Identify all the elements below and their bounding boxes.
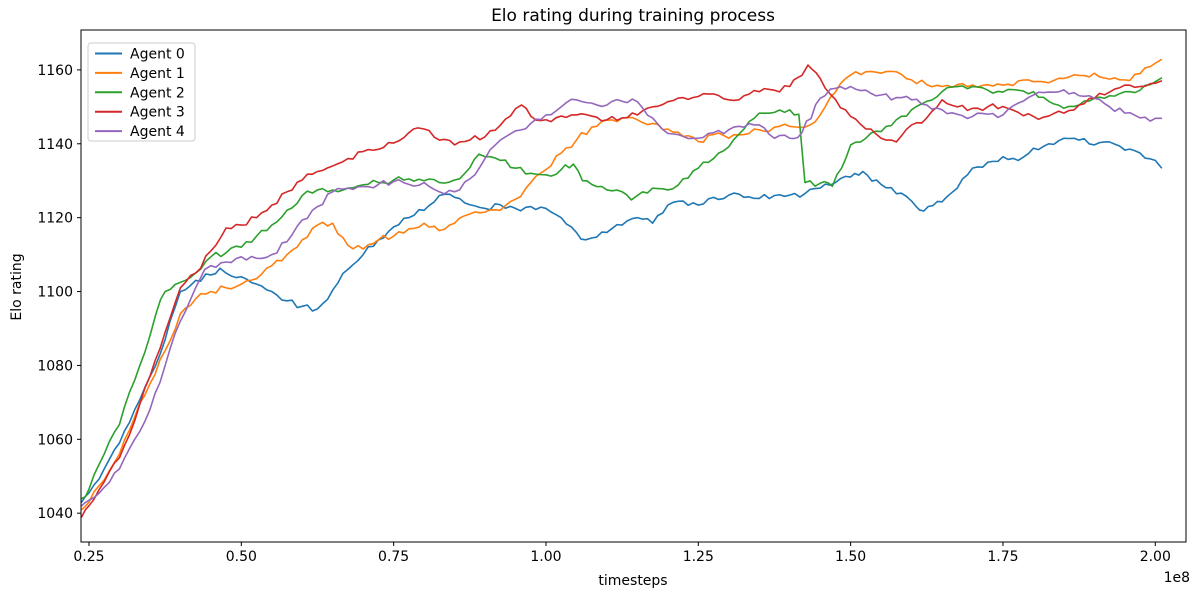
line-agent-3 [80, 64, 1163, 518]
y-tick-label: 1080 [37, 358, 73, 374]
legend-entry-agent-2: Agent 2 [95, 85, 185, 101]
x-tick-label: 1.50 [835, 549, 866, 565]
line-agent-4 [80, 85, 1163, 507]
x-tick-label: 0.50 [226, 549, 257, 565]
axes-spines [80, 29, 1187, 543]
y-tick-label: 1140 [37, 137, 73, 153]
series-lines [80, 58, 1163, 518]
line-agent-1 [80, 58, 1163, 511]
x-tick-label: 1.00 [530, 549, 561, 565]
legend-label: Agent 0 [130, 47, 185, 63]
line-agent-0 [80, 137, 1163, 503]
legend-frame [87, 42, 196, 142]
y-tick-label: 1120 [37, 211, 73, 227]
legend-entry-agent-3: Agent 3 [95, 105, 185, 121]
y-tick-label: 1040 [37, 506, 73, 522]
line-agent-2 [80, 77, 1163, 500]
x-axis-offset-label: 1e8 [1164, 570, 1190, 586]
y-tick-label: 1160 [37, 63, 73, 79]
legend-entry-agent-4: Agent 4 [95, 124, 185, 140]
legend: Agent 0 Agent 1 Agent 2 Agent 3 Agent 4 [87, 42, 196, 142]
legend-label: Agent 2 [130, 85, 185, 101]
legend-label: Agent 1 [130, 66, 185, 82]
legend-label: Agent 3 [130, 105, 185, 121]
x-axis-label: timesteps [598, 573, 667, 589]
legend-label: Agent 4 [130, 124, 185, 140]
legend-entry-agent-1: Agent 1 [95, 66, 185, 82]
x-tick-label: 1.75 [987, 549, 1018, 565]
x-tick-label: 2.00 [1140, 549, 1171, 565]
x-tick-label: 0.25 [73, 549, 104, 565]
y-tick-label: 1100 [37, 285, 73, 301]
x-axis-ticks: 0.25 0.50 0.75 1.00 1.25 1.50 1.75 2.00 [73, 542, 1171, 565]
y-axis-ticks: 1040 1060 1080 1100 1120 1140 1160 [37, 63, 81, 522]
x-tick-label: 1.25 [683, 549, 714, 565]
y-axis-label: Elo rating [9, 253, 25, 320]
x-tick-label: 0.75 [378, 549, 409, 565]
legend-entry-agent-0: Agent 0 [95, 47, 185, 63]
chart-title: Elo rating during training process [491, 6, 775, 26]
y-tick-label: 1060 [37, 432, 73, 448]
